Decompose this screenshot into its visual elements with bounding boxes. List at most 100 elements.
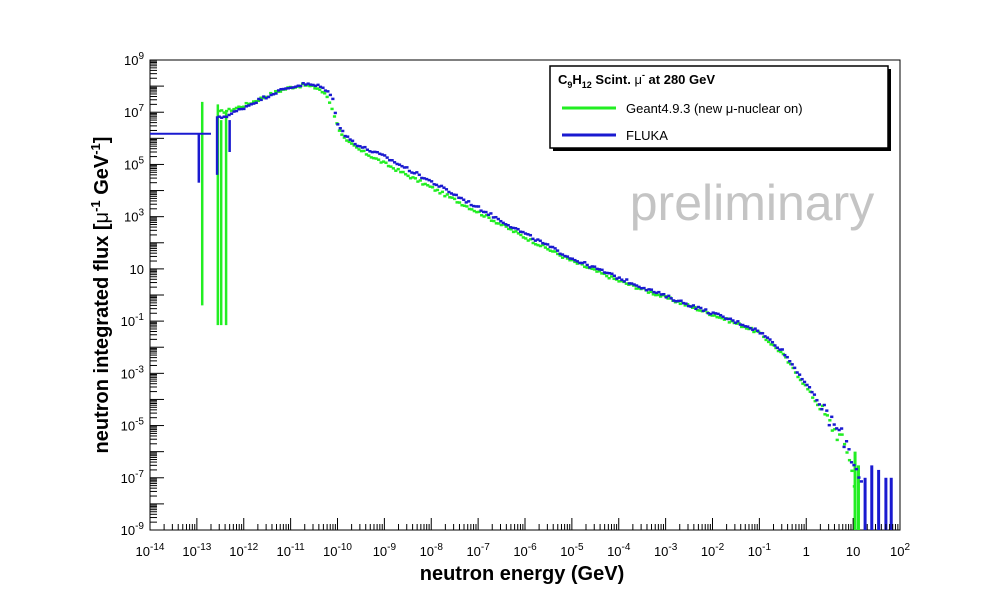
x-tick-label-base: 10 — [323, 544, 337, 559]
y-tick-label: 107 — [124, 103, 144, 120]
x-tick-label-base: 10 — [136, 544, 150, 559]
y-tick-label-base: 10 — [124, 157, 138, 172]
y-axis-title-mu: μ — [91, 212, 113, 224]
legend-title-mu: μ — [634, 72, 642, 87]
y-tick-label: 10-1 — [121, 312, 145, 329]
x-tick-label: 10-9 — [373, 542, 397, 559]
x-tick-label-exponent: -4 — [622, 542, 631, 553]
legend-title-part: H — [572, 72, 581, 87]
y-tick-label-base: 10 — [121, 366, 135, 381]
x-tick-label-base: 10 — [701, 544, 715, 559]
x-tick-label-base: 10 — [654, 544, 668, 559]
x-tick-label-base: 10 — [182, 544, 196, 559]
x-tick-label-exponent: -7 — [481, 542, 490, 553]
y-tick-label-exponent: 7 — [138, 103, 144, 114]
y-tick-label-exponent: -1 — [135, 312, 144, 323]
x-tick-label: 10 — [846, 544, 860, 559]
y-tick-label-base: 10 — [121, 523, 135, 538]
y-tick-label: 10-7 — [121, 469, 145, 486]
y-tick-label: 105 — [124, 155, 144, 172]
y-tick-label-exponent: -9 — [135, 521, 144, 532]
x-tick-label: 10-4 — [607, 542, 631, 559]
x-tick-label: 10-13 — [182, 542, 211, 559]
x-tick-label-base: 10 — [229, 544, 243, 559]
y-tick-label-base: 10 — [124, 210, 138, 225]
watermark-text: preliminary — [630, 175, 875, 231]
legend-entry-label-part: FLUKA — [626, 128, 668, 143]
x-tick-label: 10-7 — [466, 542, 490, 559]
y-tick-label-base: 10 — [121, 419, 135, 434]
x-axis-title: neutron energy (GeV) — [420, 563, 624, 585]
x-tick-label-exponent: -14 — [150, 542, 165, 553]
y-tick-label-base: 10 — [121, 471, 135, 486]
x-tick-label-exponent: -2 — [715, 542, 724, 553]
data-series-group — [150, 81, 893, 530]
y-tick-label-exponent: 3 — [138, 208, 144, 219]
watermark-group: preliminary — [630, 175, 875, 231]
y-axis-title-text: ] — [91, 137, 113, 144]
legend-title-subscript: 12 — [582, 80, 592, 90]
x-tick-label: 10-3 — [654, 542, 678, 559]
axes-group: 10-14 10-13 10-12 10-11 10-10 10-9 10-8 10-7 10-… — [88, 51, 910, 585]
y-tick-label-base: 10 — [124, 105, 138, 120]
y-tick-label: 10-3 — [121, 364, 145, 381]
y-tick-label-exponent: 9 — [138, 51, 144, 62]
x-tick-label-base: 10 — [466, 544, 480, 559]
legend-title-subscript: 9 — [567, 80, 572, 90]
x-tick-label-base: 10 — [890, 544, 904, 559]
y-tick-label: 109 — [124, 51, 144, 68]
x-tick-label-base: 10 — [560, 544, 574, 559]
x-tick-label: 10-1 — [748, 542, 772, 559]
x-tick-label-exponent: -13 — [197, 542, 212, 553]
x-tick-label-exponent: -12 — [244, 542, 259, 553]
y-axis-title-exponent: -1 — [88, 143, 103, 155]
y-tick-label-base: 10 — [124, 53, 138, 68]
x-tick-label: 10-11 — [277, 542, 306, 559]
x-tick-label-exponent: -6 — [528, 542, 537, 553]
y-axis-title-text: GeV — [91, 154, 113, 200]
x-tick-label: 10-14 — [136, 542, 165, 559]
x-tick-label: 10-5 — [560, 542, 584, 559]
y-tick-label-base: 10 — [130, 262, 144, 277]
y-tick-label-base: 10 — [121, 314, 135, 329]
x-tick-label-base: 10 — [748, 544, 762, 559]
legend-entry-label: FLUKA — [626, 128, 668, 143]
x-tick-label-exponent: -10 — [338, 542, 353, 553]
legend-entry-label-part: -nuclear on) — [733, 101, 802, 116]
y-tick-label-exponent: -3 — [135, 364, 144, 375]
x-tick-label-base: 10 — [607, 544, 621, 559]
y-tick-label-exponent: -5 — [135, 417, 144, 428]
x-tick-label-exponent: -1 — [762, 542, 771, 553]
legend-title-part: at 280 GeV — [645, 72, 715, 87]
y-tick-label: 10-5 — [121, 417, 145, 434]
legend-title-part: C — [558, 72, 568, 87]
legend-title-superscript: - — [642, 70, 645, 80]
legend-title-part: Scint. — [592, 72, 635, 87]
x-tick-label-base: 10 — [513, 544, 527, 559]
x-tick-label: 102 — [890, 542, 910, 559]
legend-entry-label-part: Geant4.9.3 (new — [626, 101, 726, 116]
x-tick-label-base: 10 — [373, 544, 387, 559]
y-tick-label: 10 — [130, 262, 144, 277]
x-tick-label: 10-10 — [323, 542, 352, 559]
x-tick-label: 10-2 — [701, 542, 725, 559]
series-fluka — [150, 81, 893, 530]
legend-entry-label-part: μ — [726, 101, 734, 116]
x-tick-label: 10-6 — [513, 542, 537, 559]
x-tick-label-base: 1 — [803, 544, 810, 559]
y-tick-label: 10-9 — [121, 521, 145, 538]
x-tick-label-base: 10 — [846, 544, 860, 559]
x-tick-label: 1 — [803, 544, 810, 559]
legend-title: C9H12 Scint. μ- at 280 GeV — [558, 70, 715, 90]
x-tick-label-base: 10 — [277, 544, 291, 559]
x-tick-label-exponent: -5 — [575, 542, 584, 553]
x-tick-label-exponent: -8 — [434, 542, 443, 553]
x-tick-label: 10-12 — [229, 542, 258, 559]
y-tick-label: 103 — [124, 208, 144, 225]
y-tick-label-exponent: 5 — [138, 155, 144, 166]
y-axis-title: neutron integrated flux [μ-1 GeV-1] — [88, 137, 113, 454]
x-tick-label-exponent: -9 — [387, 542, 396, 553]
x-tick-label: 10-8 — [420, 542, 444, 559]
